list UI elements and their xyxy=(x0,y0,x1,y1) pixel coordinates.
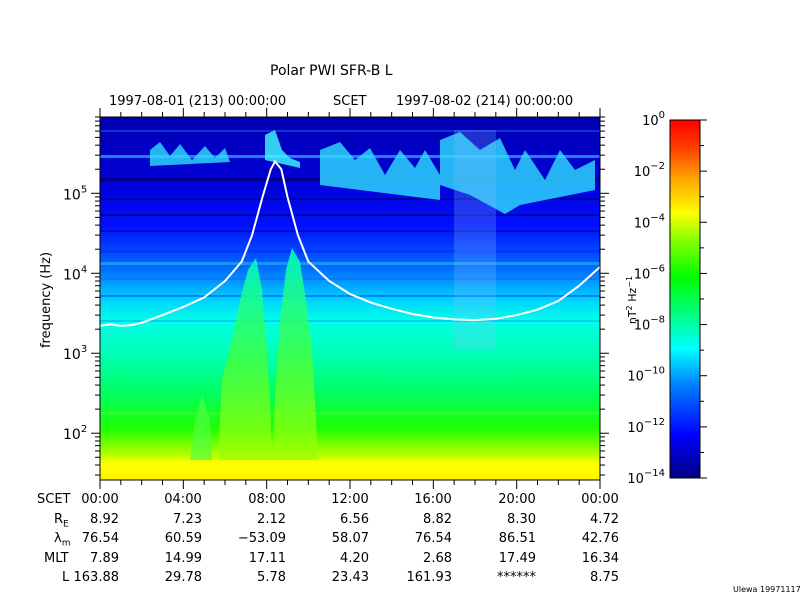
ephem-mlt-value: 7.89 xyxy=(90,551,119,566)
y-tick-label: 104 xyxy=(63,264,87,283)
ephem-mlt-value: 4.20 xyxy=(340,551,369,566)
colorbar-tick-label: 10−12 xyxy=(627,417,665,436)
ephem-lambda-value: 42.76 xyxy=(581,531,619,546)
header-start-time: 1997-08-01 (213) 00:00:00 xyxy=(109,94,287,109)
ephem-lambda-value: 76.54 xyxy=(81,531,119,546)
ephem-time-value: 08:00 xyxy=(248,492,286,507)
colorbar-tick-label: 10−8 xyxy=(634,315,665,334)
ephem-l-value: 8.75 xyxy=(590,570,619,585)
ephem-l-value: 163.88 xyxy=(73,570,120,585)
y-tick-label: 102 xyxy=(63,424,87,443)
y-tick-label: 105 xyxy=(63,184,87,203)
overlay-curve-line xyxy=(100,159,600,327)
colorbar-label: nT2 Hz−1 xyxy=(625,276,639,324)
ephem-time-value: 00:00 xyxy=(81,492,119,507)
ephem-lambda-value: −53.09 xyxy=(237,531,286,546)
ephem-label-l: L xyxy=(62,570,70,585)
ephem-label-re: RE xyxy=(54,512,69,530)
ephem-l-value: 23.43 xyxy=(331,570,369,585)
ephem-time-value: 00:00 xyxy=(581,492,619,507)
footer-credit: Ulewa 19971117 xyxy=(733,585,800,594)
ephem-re-value: 7.23 xyxy=(173,512,202,527)
colorbar-tick-label: 10−2 xyxy=(634,161,665,180)
spectrogram-features xyxy=(100,130,600,480)
ephem-re-value: 8.82 xyxy=(423,512,452,527)
y-axis-tick-labels: 102 103 104 105 xyxy=(63,184,87,443)
ephem-re-value: 6.56 xyxy=(340,512,369,527)
ephem-lambda-value: 86.51 xyxy=(498,531,536,546)
ephem-time-value: 16:00 xyxy=(414,492,452,507)
y-tick-label: 103 xyxy=(63,344,87,363)
y-axis-ticks xyxy=(91,116,609,476)
ephem-re-value: 8.30 xyxy=(507,512,536,527)
ephem-lambda-value: 76.54 xyxy=(414,531,452,546)
colorbar-tick-label: 10−10 xyxy=(627,366,665,385)
colorbar-ticks xyxy=(700,119,707,479)
ephem-time-value: 12:00 xyxy=(331,492,369,507)
ephem-lambda-value: 58.07 xyxy=(331,531,369,546)
ephem-re-value: 8.92 xyxy=(90,512,119,527)
ephem-lambda-value: 60.59 xyxy=(164,531,202,546)
ephem-l-value: ****** xyxy=(497,570,536,585)
ephem-mlt-value: 17.11 xyxy=(248,551,286,566)
colorbar-tick-label: 100 xyxy=(642,110,665,129)
colorbar-tick-labels: 100 10−2 10−4 10−6 10−8 10−10 10−12 10−14 xyxy=(627,110,665,487)
ephem-l-value: 161.93 xyxy=(406,570,453,585)
y-axis-label: frequency (Hz) xyxy=(39,252,54,348)
ephem-re-value: 4.72 xyxy=(590,512,619,527)
ephem-mlt-value: 2.68 xyxy=(423,551,452,566)
chart-title: Polar PWI SFR-B L xyxy=(270,63,393,79)
ephem-mlt-value: 17.49 xyxy=(498,551,536,566)
ephem-l-value: 29.78 xyxy=(164,570,202,585)
colorbar-tick-label: 10−14 xyxy=(627,468,665,487)
colorbar-tick-label: 10−4 xyxy=(634,212,665,231)
header-scet-label: SCET xyxy=(333,94,367,109)
x-axis-ticks xyxy=(99,108,601,489)
ephem-label-lambda: λm xyxy=(54,531,71,549)
ephem-label-mlt: MLT xyxy=(44,551,69,566)
header-end-time: 1997-08-02 (214) 00:00:00 xyxy=(396,94,574,109)
colorbar xyxy=(669,119,701,479)
ephem-mlt-value: 16.34 xyxy=(581,551,619,566)
ephem-l-value: 5.78 xyxy=(257,570,286,585)
ephem-time-value: 04:00 xyxy=(164,492,202,507)
ephem-mlt-value: 14.99 xyxy=(164,551,202,566)
colorbar-tick-label: 10−6 xyxy=(634,263,665,282)
ephem-time-value: 20:00 xyxy=(498,492,536,507)
ephem-re-value: 2.12 xyxy=(257,512,286,527)
ephem-label-scet: SCET xyxy=(37,492,71,507)
